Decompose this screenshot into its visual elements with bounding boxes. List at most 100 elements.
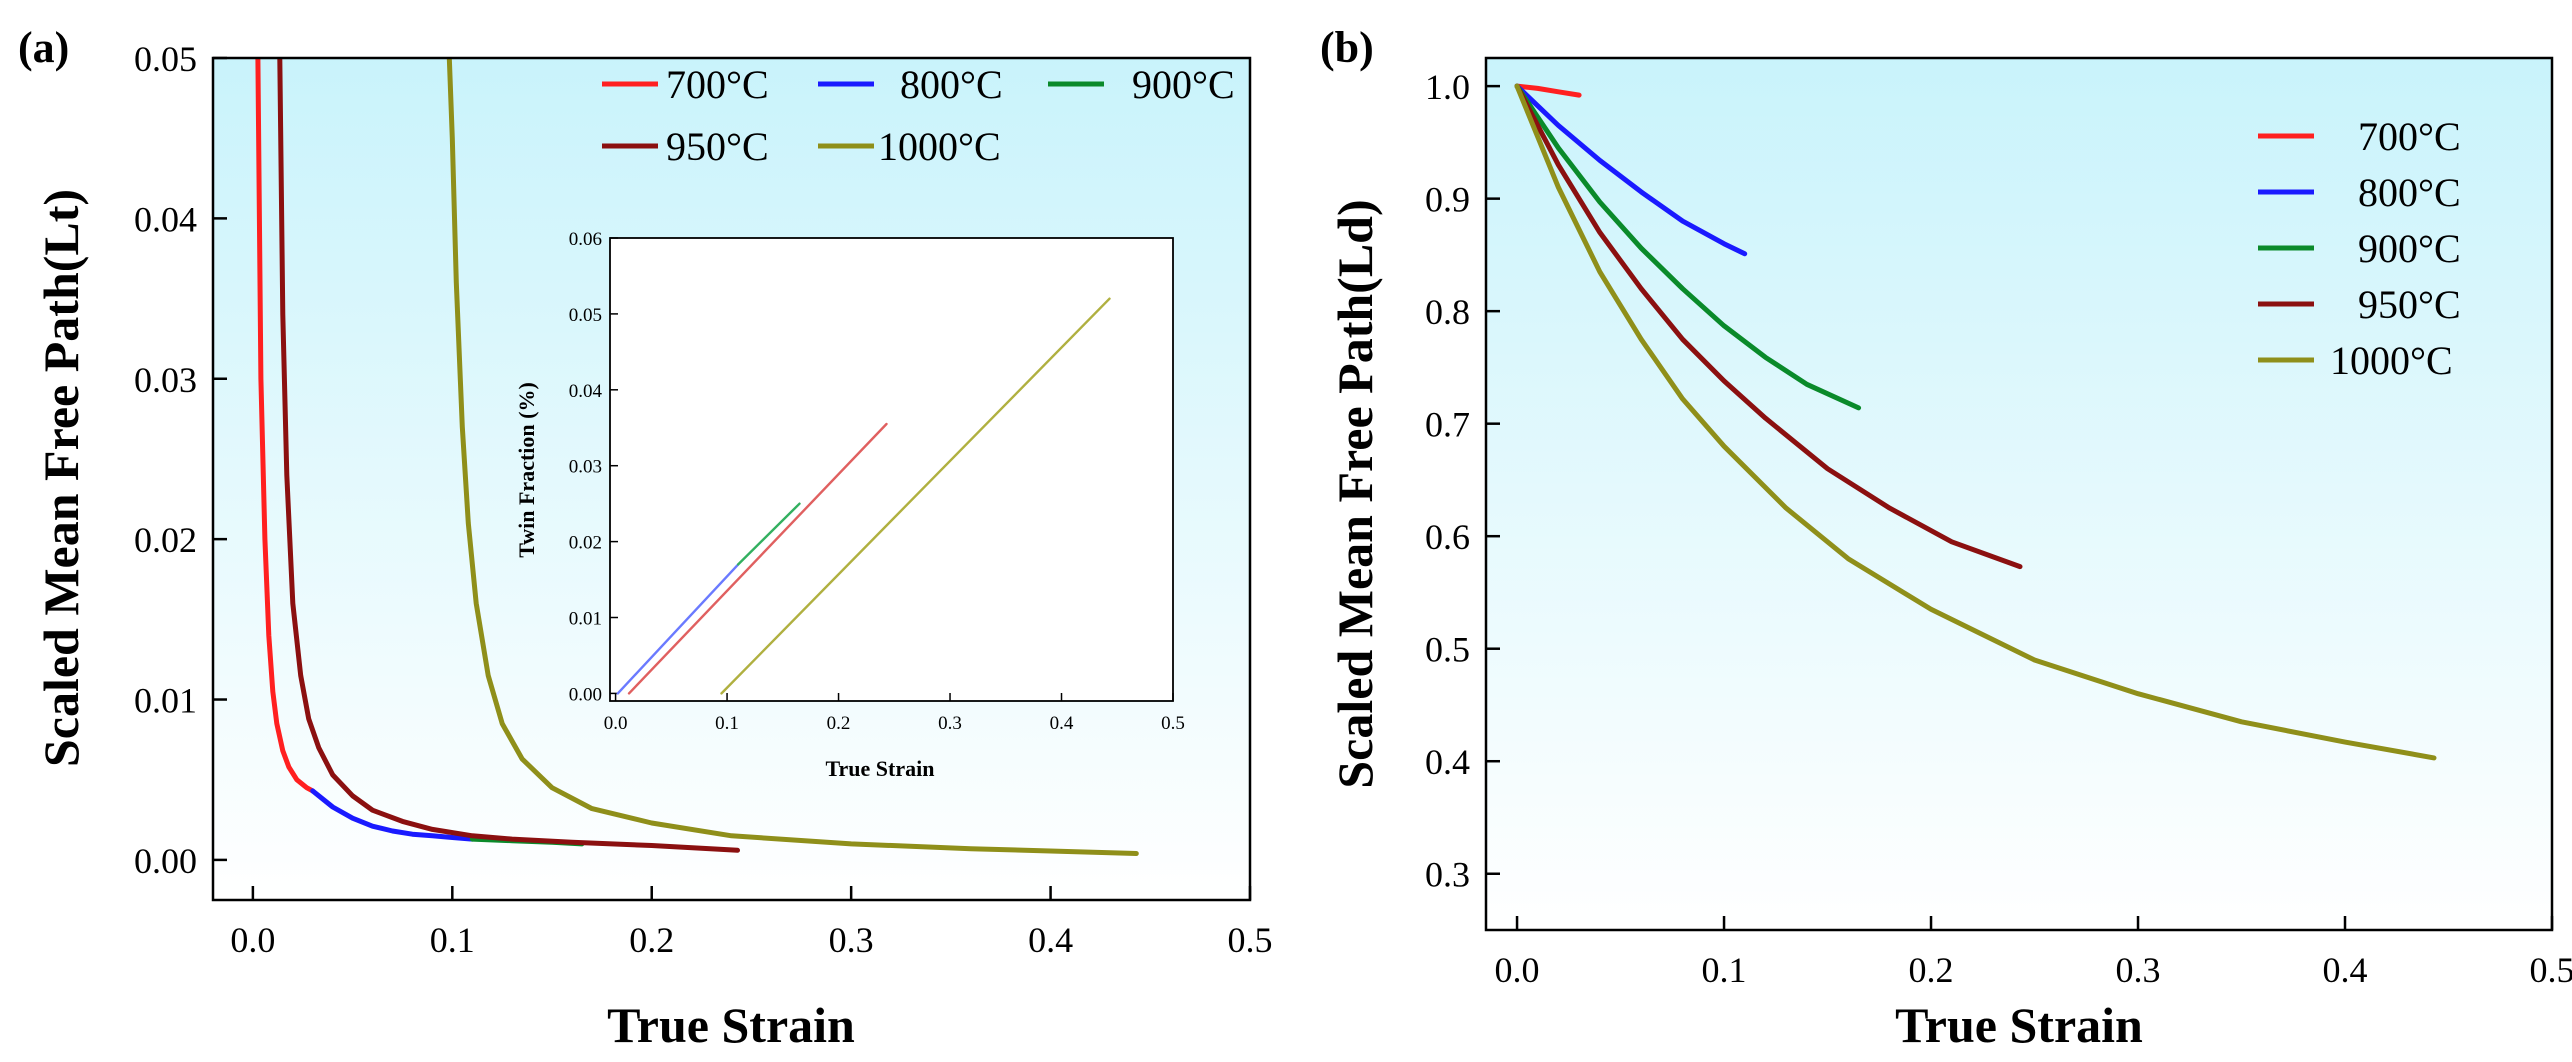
legend-a-entry-900: 900°C (1048, 62, 1235, 107)
panel-b: (b) 0.0 0.1 0.2 0.3 0.4 0.5 0.30.40.50.60.70.… (1320, 23, 2572, 1053)
plot-b-frame (1484, 56, 2554, 932)
chart-b-series-800-c (1514, 83, 1748, 257)
legend-b-label-900: 900°C (2358, 226, 2461, 271)
chart-b-series-950-c (1514, 83, 2023, 570)
series-group-b (1514, 83, 2437, 761)
chart-b-series-1000-c (1514, 83, 2437, 761)
inset-y-axis-ticks: 0.00 0.01 0.02 0.03 0.04 0.05 0.06 (569, 229, 618, 705)
chart-b-y-tick-label-6: 0.9 (1425, 180, 1470, 220)
legend-a-label-800: 800°C (900, 62, 1003, 107)
inset-y-tick-label-4: 0.04 (569, 381, 603, 402)
chart-a-y-tick-label-4: 0.04 (134, 199, 197, 239)
plot-a-frame (211, 56, 1252, 902)
inset-y-tick-label-1: 0.01 (569, 609, 602, 630)
legend-a-label-950: 950°C (666, 124, 769, 169)
inset-y-tick-label-5: 0.05 (569, 305, 602, 326)
x-axis-title-a: True Strain (607, 997, 855, 1053)
inset-x-tick-label-2: 0.2 (827, 713, 851, 734)
chart-b-y-tick-label-4: 0.7 (1425, 405, 1470, 445)
legend-b-label-1000: 1000°C (2330, 338, 2453, 383)
x-axis-ticks-b: 0.0 0.1 0.2 0.3 0.4 0.5 (1495, 916, 2572, 990)
chart-a-x-tick-label-3: 0.3 (829, 920, 874, 960)
chart-a-series-700-c (255, 58, 316, 794)
inset-y-tick-label-2: 0.02 (569, 533, 602, 554)
chart-b-x-tick-label-2: 0.2 (1909, 950, 1954, 990)
legend-b-label-700: 700°C (2358, 114, 2461, 159)
legend-a-entry-800: 800°C (818, 62, 1003, 107)
chart-b-x-tick-label-1: 0.1 (1702, 950, 1747, 990)
chart-a-x-tick-label-1: 0.1 (430, 920, 475, 960)
legend-a-label-900: 900°C (1132, 62, 1235, 107)
inset-frame (609, 237, 1174, 702)
chart-b-y-tick-label-3: 0.6 (1425, 517, 1470, 557)
legend-b-entry-950: 950°C (2258, 282, 2461, 327)
chart-b-y-tick-label-0: 0.3 (1425, 855, 1470, 895)
inset-y-tick-label-3: 0.03 (569, 457, 602, 478)
chart-b-y-tick-label-2: 0.5 (1425, 630, 1470, 670)
chart-b-y-tick-label-7: 1.0 (1425, 67, 1470, 107)
chart-b-x-tick-label-3: 0.3 (2116, 950, 2161, 990)
chart-b-y-tick-label-1: 0.4 (1425, 742, 1470, 782)
inset-x-tick-label-3: 0.3 (938, 713, 962, 734)
legend-b-entry-800: 800°C (2258, 170, 2461, 215)
legend-b-label-800: 800°C (2358, 170, 2461, 215)
inset-series-800-c (616, 563, 740, 695)
inset-series-950-c (627, 422, 888, 695)
legend-a-label-1000: 1000°C (878, 124, 1001, 169)
chart-a-series-950-c (277, 58, 740, 853)
legend-a: 700°C 800°C 900°C 950°C 1000°C (602, 62, 1235, 169)
legend-a-entry-700: 700°C (602, 62, 769, 107)
chart-b-y-tick-label-5: 0.8 (1425, 292, 1470, 332)
y-axis-title-a: Scaled Mean Free Path(Lt) (33, 189, 89, 767)
inset-series-900-c (737, 502, 801, 566)
legend-a-entry-1000: 1000°C (818, 124, 1001, 169)
x-axis-title-b: True Strain (1895, 997, 2143, 1053)
inset-x-tick-label-4: 0.4 (1050, 713, 1074, 734)
y-axis-ticks-a: 0.00 0.01 0.02 0.03 0.04 0.05 (134, 39, 227, 881)
chart-b-series-900-c (1514, 83, 1862, 411)
inset-series-group (616, 297, 1111, 695)
inset-y-axis-title: Twin Fraction (%) (514, 382, 539, 558)
chart-a-x-tick-label-2: 0.2 (629, 920, 674, 960)
chart-a-y-tick-label-1: 0.01 (134, 681, 197, 721)
chart-a-y-tick-label-5: 0.05 (134, 39, 197, 79)
inset-x-axis-ticks: 0.0 0.1 0.2 0.3 0.4 0.5 (604, 693, 1185, 734)
inset-series-1000-c (720, 297, 1111, 695)
inset-chart: 0.0 0.1 0.2 0.3 0.4 0.5 0.000.010.020.030.040… (514, 229, 1185, 781)
legend-b-entry-700: 700°C (2258, 114, 2461, 159)
legend-b-entry-1000: 1000°C (2258, 338, 2453, 383)
chart-a-x-tick-label-5: 0.5 (1228, 920, 1273, 960)
y-axis-ticks-b: 0.3 0.4 0.5 0.6 0.7 0.8 0.9 1.0 (1425, 67, 1500, 895)
panel-a: (a) 0.0 0.1 0.2 0.3 0.4 0.5 0.000.010.020.030… (18, 23, 1273, 1053)
x-axis-ticks-a: 0.0 0.1 0.2 0.3 0.4 0.5 (230, 886, 1273, 960)
inset-y-tick-label-0: 0.00 (569, 684, 602, 705)
inset-background (610, 238, 1173, 701)
panel-a-label: (a) (18, 23, 69, 72)
inset-x-tick-label-1: 0.1 (715, 713, 739, 734)
legend-b: 700°C 800°C 900°C 950°C 1000°C (2258, 114, 2461, 383)
chart-b-series-700-c (1514, 83, 1582, 98)
legend-a-label-700: 700°C (666, 62, 769, 107)
chart-a-y-tick-label-2: 0.02 (134, 520, 197, 560)
inset-x-tick-label-0: 0.0 (604, 713, 628, 734)
panel-b-label: (b) (1320, 23, 1374, 72)
legend-b-entry-900: 900°C (2258, 226, 2461, 271)
plot-b-background (1486, 58, 2552, 930)
chart-a-y-tick-label-0: 0.00 (134, 841, 197, 881)
chart-b-x-tick-label-0: 0.0 (1495, 950, 1540, 990)
inset-x-tick-label-5: 0.5 (1161, 713, 1185, 734)
legend-a-entry-950: 950°C (602, 124, 769, 169)
chart-b-x-tick-label-4: 0.4 (2323, 950, 2368, 990)
chart-a-y-tick-label-3: 0.03 (134, 360, 197, 400)
chart-a-series-1000-c (446, 58, 1139, 856)
chart-b-x-tick-label-5: 0.5 (2530, 950, 2572, 990)
inset-x-axis-title: True Strain (826, 756, 935, 781)
series-group-a (255, 58, 1139, 856)
y-axis-title-b: Scaled Mean Free Path(Ld) (1327, 199, 1383, 788)
chart-a-series-800-c (310, 788, 475, 842)
chart-a-x-tick-label-4: 0.4 (1028, 920, 1073, 960)
chart-a-x-tick-label-0: 0.0 (230, 920, 275, 960)
legend-b-label-950: 950°C (2358, 282, 2461, 327)
inset-y-tick-label-6: 0.06 (569, 229, 602, 250)
